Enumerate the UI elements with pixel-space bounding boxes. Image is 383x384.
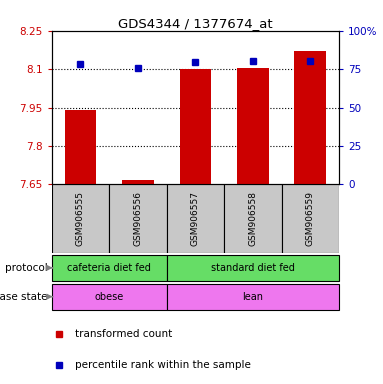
Bar bbox=[180, 69, 211, 184]
Bar bbox=[52, 255, 167, 281]
Text: lean: lean bbox=[242, 291, 263, 302]
Text: GSM906558: GSM906558 bbox=[248, 191, 257, 247]
Bar bbox=[282, 184, 339, 253]
Bar bbox=[167, 284, 339, 310]
Text: GSM906559: GSM906559 bbox=[306, 191, 315, 247]
Text: percentile rank within the sample: percentile rank within the sample bbox=[75, 360, 250, 370]
Bar bbox=[237, 68, 268, 184]
Bar bbox=[167, 184, 224, 253]
Text: GSM906556: GSM906556 bbox=[133, 191, 142, 247]
Bar bbox=[52, 284, 167, 310]
Bar bbox=[109, 184, 167, 253]
Bar bbox=[167, 255, 339, 281]
Bar bbox=[52, 184, 109, 253]
Text: disease state: disease state bbox=[0, 291, 48, 302]
Bar bbox=[122, 180, 154, 184]
Text: standard diet fed: standard diet fed bbox=[211, 263, 295, 273]
Text: protocol: protocol bbox=[5, 263, 48, 273]
Text: GSM906557: GSM906557 bbox=[191, 191, 200, 247]
Bar bbox=[295, 51, 326, 184]
Text: obese: obese bbox=[95, 291, 124, 302]
Text: cafeteria diet fed: cafeteria diet fed bbox=[67, 263, 151, 273]
Bar bbox=[224, 184, 282, 253]
Title: GDS4344 / 1377674_at: GDS4344 / 1377674_at bbox=[118, 17, 273, 30]
Bar bbox=[65, 110, 96, 184]
Text: transformed count: transformed count bbox=[75, 329, 172, 339]
Text: GSM906555: GSM906555 bbox=[76, 191, 85, 247]
